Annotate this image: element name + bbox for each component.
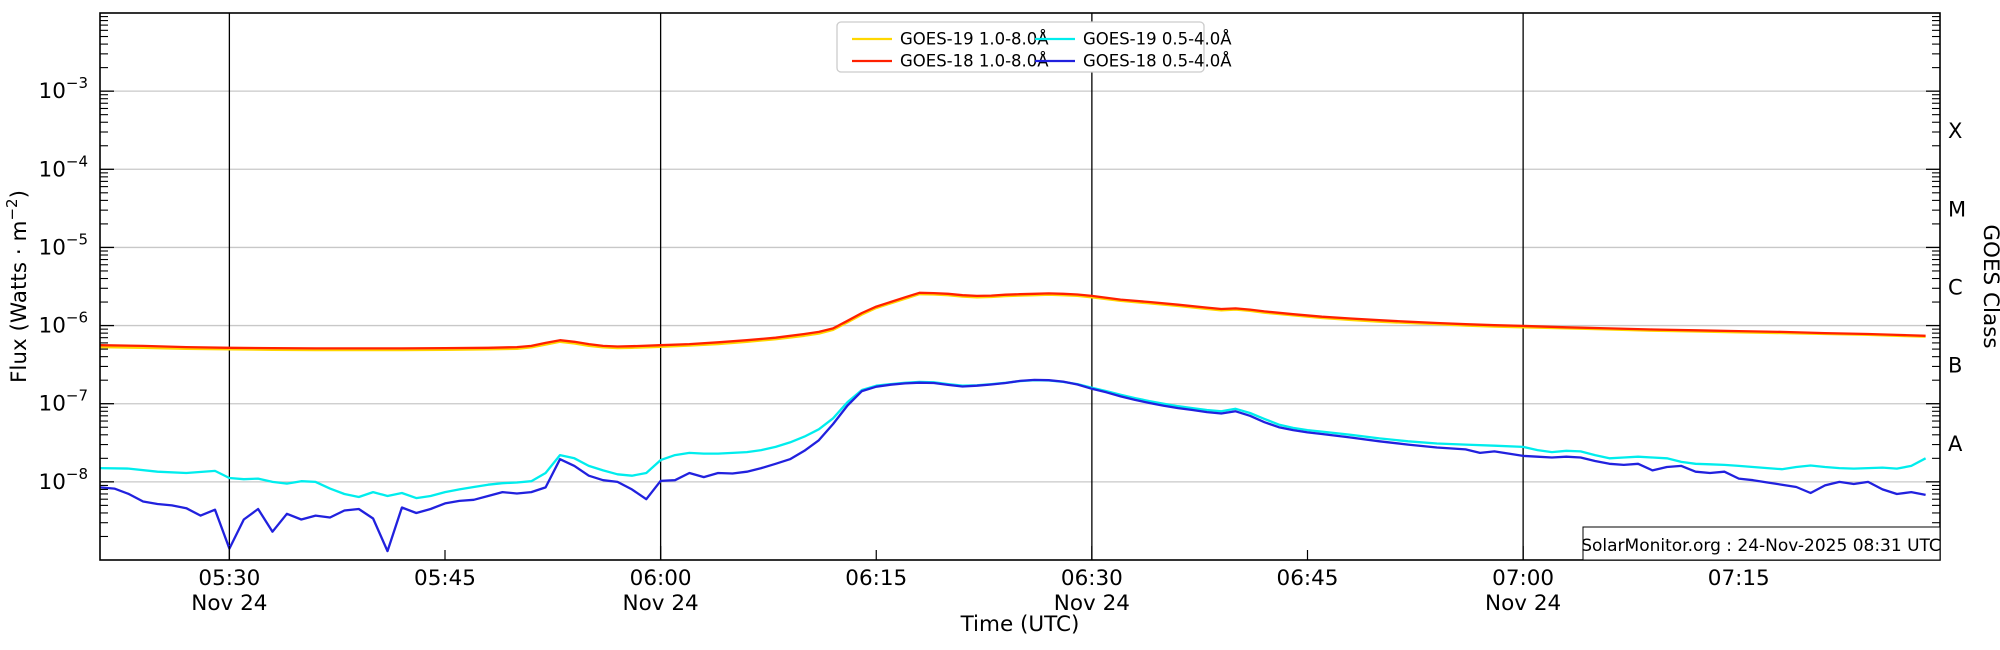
- x-tick-time-label: 05:30: [198, 566, 260, 591]
- y-tick-label: 10−8: [39, 465, 88, 495]
- x-tick-time-label: 05:45: [414, 566, 476, 591]
- series-line-goes-18-0-5-4-0-: [100, 378, 1926, 553]
- legend-box: [836, 21, 1205, 73]
- x-tick-date-label: Nov 24: [1485, 591, 1561, 616]
- x-tick-date-label: Nov 24: [1054, 591, 1130, 616]
- legend-label: GOES-19 0.5-4.0Å: [1083, 30, 1232, 49]
- x-tick-time-label: 06:45: [1277, 566, 1339, 591]
- plot-border: [99, 12, 1941, 561]
- goes-class-label-c: C: [1948, 276, 1963, 300]
- series-line-goes-18-1-0-8-0-: [100, 291, 1926, 350]
- x-tick-time-label: 07:15: [1708, 566, 1770, 591]
- x-tick-time-label: 06:30: [1061, 566, 1123, 591]
- x-tick-time-label: 06:15: [845, 566, 907, 591]
- x-tick-date-label: Nov 24: [623, 591, 699, 616]
- series-line-goes-19-1-0-8-0-: [100, 293, 1926, 352]
- goes-class-label-b: B: [1948, 354, 1962, 378]
- watermark-box: [1582, 526, 1941, 561]
- goes-class-label-m: M: [1948, 197, 1966, 221]
- legend-label: GOES-18 1.0-8.0Å: [900, 52, 1049, 71]
- y-tick-label: 10−5: [39, 230, 88, 260]
- y-tick-label: 10−3: [39, 74, 88, 104]
- y-tick-label: 10−6: [39, 309, 88, 339]
- x-tick-time-label: 07:00: [1492, 566, 1554, 591]
- legend-label: GOES-18 0.5-4.0Å: [1083, 52, 1232, 71]
- y-axis-title: Flux (Watts · m−2): [3, 190, 32, 383]
- x-tick-date-label: Nov 24: [191, 591, 267, 616]
- y-tick-label: 10−4: [39, 152, 88, 182]
- right-axis-title: GOES Class: [1978, 224, 2000, 348]
- goes-class-label-a: A: [1948, 432, 1963, 456]
- x-tick-time-label: 06:00: [630, 566, 692, 591]
- goes-class-label-x: X: [1948, 119, 1962, 143]
- x-axis-title: Time (UTC): [960, 612, 1080, 637]
- watermark-text: SolarMonitor.org : 24-Nov-2025 08:31 UTC: [1581, 536, 1941, 556]
- y-tick-label: 10−7: [39, 387, 88, 417]
- legend-label: GOES-19 1.0-8.0Å: [900, 30, 1049, 49]
